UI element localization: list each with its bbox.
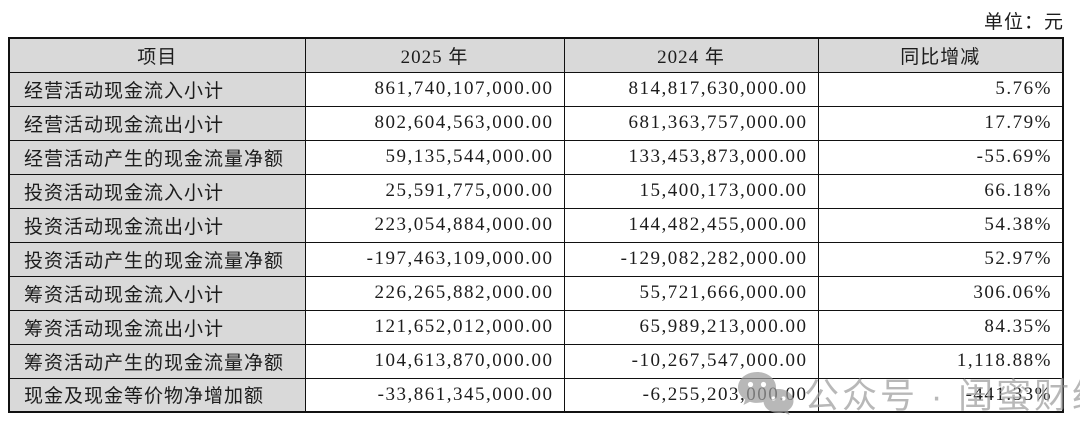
yoy-cell: 66.18% [817,173,1064,209]
value-2024-cell: 814,817,630,000.00 [563,71,819,107]
yoy-cell: -55.69% [817,139,1064,175]
table-row: 筹资活动现金流出小计 121,652,012,000.00 65,989,213… [8,309,1064,345]
table-row: 投资活动产生的现金流量净额 -197,463,109,000.00 -129,0… [8,241,1064,277]
item-cell: 筹资活动现金流出小计 [8,309,306,345]
header-cell-2024: 2024 年 [563,37,819,73]
value-2025-cell: 861,740,107,000.00 [304,71,565,107]
value-2024-cell: 15,400,173,000.00 [563,173,819,209]
value-2024-cell: 65,989,213,000.00 [563,309,819,345]
value-2025-cell: 25,591,775,000.00 [304,173,565,209]
item-cell: 筹资活动产生的现金流量净额 [8,343,306,379]
value-2025-cell: 121,652,012,000.00 [304,309,565,345]
table-row: 现金及现金等价物净增加额 -33,861,345,000.00 -6,255,2… [8,377,1064,413]
item-cell: 投资活动现金流入小计 [8,173,306,209]
yoy-cell: 54.38% [817,207,1064,243]
item-cell: 经营活动现金流入小计 [8,71,306,107]
item-cell: 投资活动产生的现金流量净额 [8,241,306,277]
table-row: 投资活动现金流入小计 25,591,775,000.00 15,400,173,… [8,173,1064,209]
value-2024-cell: 55,721,666,000.00 [563,275,819,311]
unit-label: 单位：元 [983,12,1064,33]
value-2024-cell: -129,082,282,000.00 [563,241,819,277]
value-2025-cell: 802,604,563,000.00 [304,105,565,141]
table-header-row: 项目 2025 年 2024 年 同比增减 [8,37,1064,73]
item-cell: 现金及现金等价物净增加额 [8,377,306,413]
value-2024-cell: 681,363,757,000.00 [563,105,819,141]
yoy-cell: 52.97% [817,241,1064,277]
yoy-cell: -441.33% [817,377,1064,413]
cash-flow-table: 项目 2025 年 2024 年 同比增减 经营活动现金流入小计 861,740… [8,37,1064,413]
header-cell-2025: 2025 年 [304,37,565,73]
value-2024-cell: 133,453,873,000.00 [563,139,819,175]
value-2025-cell: 59,135,544,000.00 [304,139,565,175]
value-2025-cell: -33,861,345,000.00 [304,377,565,413]
value-2025-cell: -197,463,109,000.00 [304,241,565,277]
item-cell: 投资活动现金流出小计 [8,207,306,243]
table-row: 经营活动现金流入小计 861,740,107,000.00 814,817,63… [8,71,1064,107]
yoy-cell: 306.06% [817,275,1064,311]
table-row: 筹资活动产生的现金流量净额 104,613,870,000.00 -10,267… [8,343,1064,379]
yoy-cell: 5.76% [817,71,1064,107]
yoy-cell: 17.79% [817,105,1064,141]
header-cell-item: 项目 [8,37,306,73]
table-row: 经营活动产生的现金流量净额 59,135,544,000.00 133,453,… [8,139,1064,175]
value-2024-cell: -10,267,547,000.00 [563,343,819,379]
value-2025-cell: 104,613,870,000.00 [304,343,565,379]
item-cell: 筹资活动现金流入小计 [8,275,306,311]
table-row: 投资活动现金流出小计 223,054,884,000.00 144,482,45… [8,207,1064,243]
item-cell: 经营活动产生的现金流量净额 [8,139,306,175]
item-cell: 经营活动现金流出小计 [8,105,306,141]
value-2025-cell: 223,054,884,000.00 [304,207,565,243]
table-row: 筹资活动现金流入小计 226,265,882,000.00 55,721,666… [8,275,1064,311]
yoy-cell: 1,118.88% [817,343,1064,379]
yoy-cell: 84.35% [817,309,1064,345]
header-cell-yoy: 同比增减 [817,37,1064,73]
value-2025-cell: 226,265,882,000.00 [304,275,565,311]
value-2024-cell: -6,255,203,000.00 [563,377,819,413]
table-row: 经营活动现金流出小计 802,604,563,000.00 681,363,75… [8,105,1064,141]
value-2024-cell: 144,482,455,000.00 [563,207,819,243]
